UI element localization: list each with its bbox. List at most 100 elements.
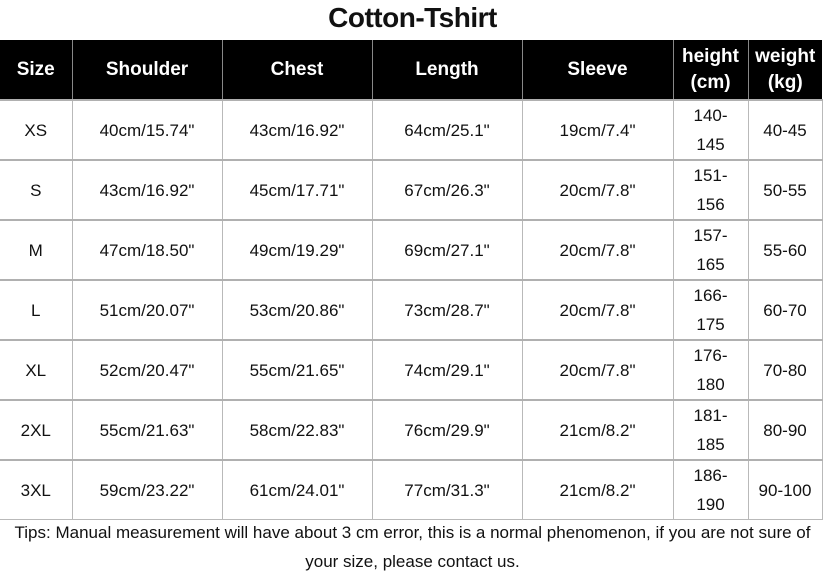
cell-value: 76cm/29.9" [404,420,490,440]
table-cell: 20cm/7.8" [521,339,674,401]
table-cell: 19cm/7.4" [521,99,674,161]
cell-value: 20cm/7.8" [559,300,636,320]
cell-value: 70-80 [763,360,807,380]
cell-value: 186-190 [693,466,728,514]
cell-value: M [28,240,43,260]
table-cell: 59cm/23.22" [71,459,223,520]
table-cell: 58cm/22.83" [221,399,373,461]
table-cell: 70-80 [747,339,823,401]
cell-value: 73cm/28.7" [404,300,490,320]
cell-value: 58cm/22.83" [249,420,345,440]
cell-value: 60-70 [763,300,807,320]
size-chart-table: Size Shoulder Chest Length Sleeve height (cm)… [0,40,823,520]
cell-value: 61cm/24.01" [249,480,345,500]
table-cell: 73cm/28.7" [371,279,523,341]
table-cell: 186-190 [672,459,749,520]
table-row: 2XL 55cm/21.63" 58cm/22.83" 76cm/29.9" 21cm/… [0,399,823,461]
table-cell: 47cm/18.50" [71,219,223,281]
cell-value: 2XL [20,420,51,440]
header-row: Size Shoulder Chest Length Sleeve height (cm)… [0,40,822,100]
tips-note: Tips: Manual measurement will have about… [14,523,811,571]
table-cell: 55-60 [747,219,823,281]
table-cell: 176-180 [672,339,749,401]
cell-value: 90-100 [758,480,812,500]
table-cell: 69cm/27.1" [371,219,523,281]
chart-title: Cotton-Tshirt [328,2,497,33]
cell-value: 55cm/21.63" [99,420,195,440]
cell-value: 21cm/8.2" [559,420,636,440]
table-cell: 76cm/29.9" [371,399,523,461]
column-header-label: Sleeve [567,58,628,80]
table-cell: 140-145 [672,99,749,161]
cell-value: 47cm/18.50" [99,240,195,260]
table-cell: 55cm/21.63" [71,399,223,461]
cell-value: 55cm/21.65" [249,360,345,380]
table-cell: 67cm/26.3" [371,159,523,221]
table-cell: 45cm/17.71" [221,159,373,221]
column-header: Sleeve [521,40,673,100]
table-row: L 51cm/20.07" 53cm/20.86" 73cm/28.7" 20cm/7.… [0,279,823,341]
cell-value: 64cm/25.1" [404,120,490,140]
cell-value: 20cm/7.8" [559,180,636,200]
table-cell: S [0,159,73,221]
column-header: Size [0,40,72,100]
cell-value: XL [25,360,47,380]
table-cell: 43cm/16.92" [71,159,223,221]
column-header-label: Length [415,58,479,80]
table-cell: 40cm/15.74" [71,99,223,161]
table-row: XL 52cm/20.47" 55cm/21.65" 74cm/29.1" 20cm/7… [0,339,823,401]
cell-value: 3XL [20,480,51,500]
cell-value: S [30,180,42,200]
cell-value: 74cm/29.1" [404,360,490,380]
cell-value: 55-60 [763,240,807,260]
table-cell: L [0,279,73,341]
cell-value: 151-156 [693,166,728,214]
cell-value: 69cm/27.1" [404,240,490,260]
table-cell: 21cm/8.2" [521,399,674,461]
cell-value: 80-90 [763,420,807,440]
table-cell: 157-165 [672,219,749,281]
cell-value: 67cm/26.3" [404,180,490,200]
table-cell: 50-55 [747,159,823,221]
column-header: height (cm) [672,40,748,100]
table-cell: 49cm/19.29" [221,219,373,281]
cell-value: 157-165 [693,226,728,274]
table-cell: 166-175 [672,279,749,341]
table-cell: 181-185 [672,399,749,461]
table-cell: 74cm/29.1" [371,339,523,401]
table-row: XS 40cm/15.74" 43cm/16.92" 64cm/25.1" 19cm/7… [0,99,823,161]
table-cell: 43cm/16.92" [221,99,373,161]
table-cell: 52cm/20.47" [71,339,223,401]
table-cell: 20cm/7.8" [521,279,674,341]
column-header: Length [371,40,522,100]
table-cell: 151-156 [672,159,749,221]
cell-value: 43cm/16.92" [249,120,345,140]
table-cell: 3XL [0,459,73,520]
table-cell: 20cm/7.8" [521,219,674,281]
cell-value: 43cm/16.92" [99,180,195,200]
cell-value: 59cm/23.22" [99,480,195,500]
cell-value: 40-45 [763,120,807,140]
table-cell: 51cm/20.07" [71,279,223,341]
column-header-label: weight (kg) [755,45,816,93]
table-cell: 80-90 [747,399,823,461]
cell-value: L [31,300,41,320]
cell-value: 50-55 [763,180,807,200]
cell-value: 20cm/7.8" [559,360,636,380]
table-row: S 43cm/16.92" 45cm/17.71" 67cm/26.3" 20cm/7.… [0,159,823,221]
table-cell: 90-100 [747,459,823,520]
table-cell: XL [0,339,73,401]
cell-value: 49cm/19.29" [249,240,345,260]
cell-value: 21cm/8.2" [559,480,636,500]
cell-value: XS [24,120,48,140]
cell-value: 166-175 [693,286,728,334]
cell-value: 40cm/15.74" [99,120,195,140]
cell-value: 140-145 [693,106,728,154]
cell-value: 19cm/7.4" [559,120,636,140]
cell-value: 181-185 [693,406,728,454]
cell-value: 53cm/20.86" [249,300,345,320]
column-header-label: Shoulder [105,58,189,80]
table-cell: 2XL [0,399,73,461]
table-cell: XS [0,99,73,161]
table-cell: 60-70 [747,279,823,341]
